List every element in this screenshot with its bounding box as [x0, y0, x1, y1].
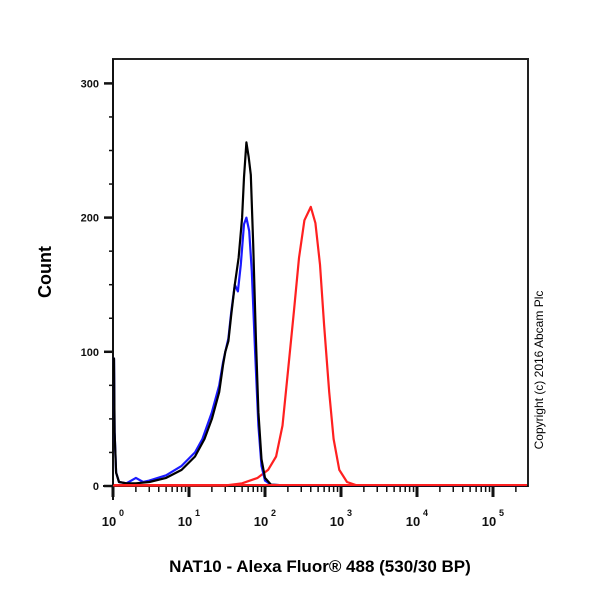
x-tick-label: 102: [254, 508, 276, 529]
x-axis-label: NAT10 - Alexa Fluor® 488 (530/30 BP): [169, 557, 471, 576]
svg-text:10: 10: [482, 514, 496, 529]
svg-text:10: 10: [406, 514, 420, 529]
x-tick-label: 104: [406, 508, 428, 529]
histogram-curve-unstained-control: [112, 141, 525, 487]
y-tick-label: 100: [81, 347, 99, 359]
y-axis: 0 100 200 300: [81, 59, 114, 500]
svg-text:2: 2: [271, 508, 276, 518]
series-layer: [112, 141, 527, 487]
svg-text:10: 10: [330, 514, 344, 529]
y-tick-label: 200: [81, 213, 99, 225]
y-tick-label: 0: [93, 481, 99, 493]
x-tick-label: 103: [330, 508, 352, 529]
svg-text:5: 5: [499, 508, 504, 518]
copyright-annotation: Copyright (c) 2016 Abcam Plc: [532, 291, 546, 450]
svg-text:1: 1: [195, 508, 200, 518]
svg-text:10: 10: [254, 514, 268, 529]
x-tick-label: 100: [102, 508, 124, 529]
svg-text:4: 4: [423, 508, 428, 518]
x-tick-label: 105: [482, 508, 504, 529]
svg-text:10: 10: [178, 514, 192, 529]
svg-text:0: 0: [119, 508, 124, 518]
svg-text:3: 3: [347, 508, 352, 518]
y-tick-label: 300: [81, 78, 99, 90]
svg-text:10: 10: [102, 514, 116, 529]
x-tick-label: 101: [178, 508, 200, 529]
y-axis-label: Count: [35, 246, 55, 298]
